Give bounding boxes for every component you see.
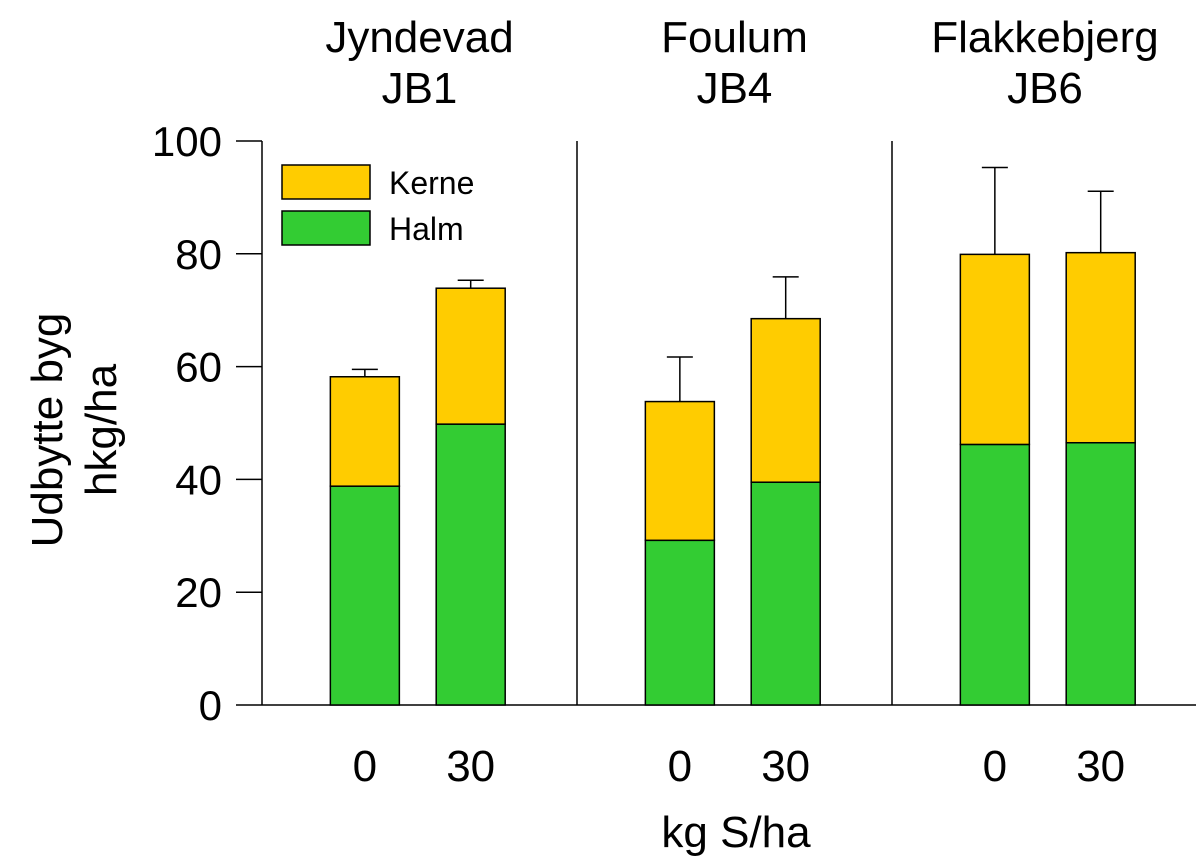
panel-title-line: Foulum [661,13,808,62]
x-tick-label: 0 [668,742,692,791]
bar-segment-halm [644,539,716,706]
x-tick-label: 30 [1076,742,1125,791]
y-axis-label-line2: hkg/ha [77,363,126,496]
y-tick-label: 0 [199,682,222,729]
x-axis-label: kg S/ha [661,808,811,857]
bar-segment-kerne [329,376,401,487]
legend-label-kerne: Kerne [389,165,474,201]
y-axis: 0 20 40 60 80 100 [152,118,262,729]
panel-title-line: JB6 [1007,64,1083,113]
panel-title-line: JB4 [697,64,773,113]
bar-segment-halm [329,485,401,706]
y-tick-label: 80 [175,231,222,278]
y-axis-label-line1: Udbytte byg [23,313,72,548]
bar-segment-kerne [750,317,821,483]
bar-segment-kerne [644,400,716,542]
y-tick-label: 60 [175,344,222,391]
x-tick-label: 30 [761,742,810,791]
legend-swatch-kerne [281,164,371,200]
panel-title-line: Flakkebjerg [931,13,1158,62]
x-tick-label: 0 [983,742,1007,791]
panel-title-line: Jyndevad [325,13,513,62]
bar-segment-kerne [1065,251,1136,444]
legend-swatch-halm [281,210,371,246]
legend: Kerne Halm [281,164,474,247]
bar-segment-halm [435,423,506,706]
x-axis: 0 30 0 30 0 30 [353,742,1126,791]
bar-segment-halm [959,443,1031,706]
bar-segment-kerne [435,287,506,425]
y-tick-label: 20 [175,569,222,616]
panel-title-line: JB1 [382,64,458,113]
x-tick-label: 0 [353,742,377,791]
legend-label-halm: Halm [389,211,464,247]
y-tick-label: 100 [152,118,222,165]
bar-segment-kerne [959,253,1031,446]
plot-frame [261,141,1196,706]
bar-segment-halm [750,481,821,706]
y-tick-label: 40 [175,456,222,503]
x-tick-label: 30 [446,742,495,791]
bar-segment-halm [1065,441,1136,706]
bars [329,166,1136,706]
